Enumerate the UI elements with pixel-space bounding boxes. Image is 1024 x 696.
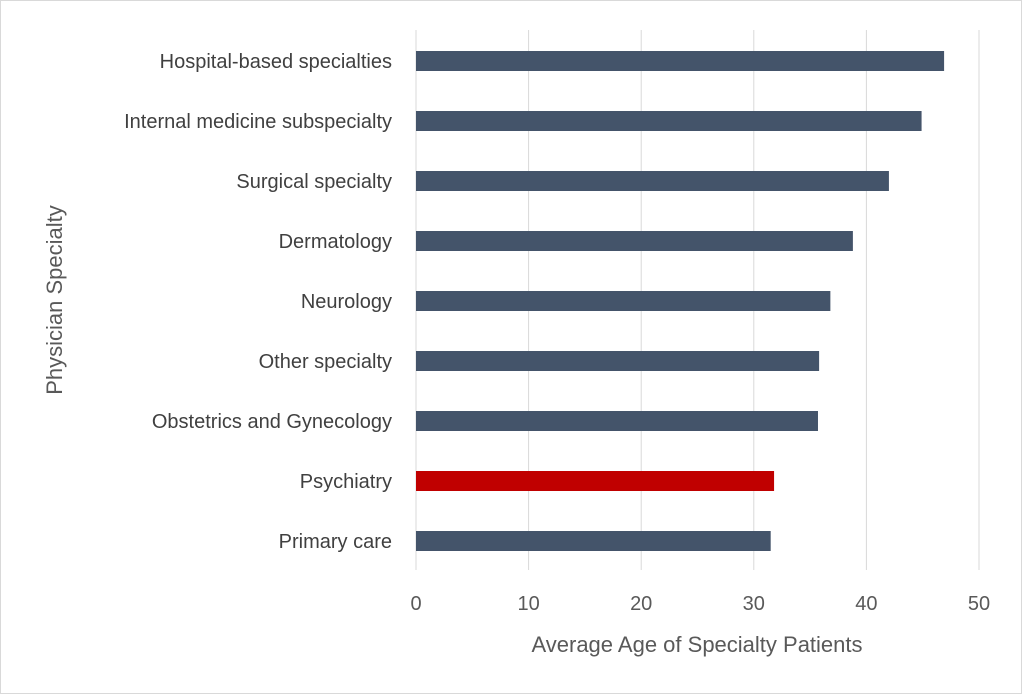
x-tick-label: 40 xyxy=(855,593,877,615)
x-axis-title: Average Age of Specialty Patients xyxy=(531,632,862,657)
bar xyxy=(416,51,945,71)
category-label: Psychiatry xyxy=(300,471,392,493)
x-tick-label: 50 xyxy=(968,593,990,615)
bar xyxy=(416,171,889,191)
category-labels: Hospital-based specialties Internal medic… xyxy=(124,51,392,553)
y-axis-title: Physician Specialty xyxy=(42,205,67,395)
bar xyxy=(416,231,853,251)
category-label: Neurology xyxy=(301,291,392,313)
bar xyxy=(416,471,775,491)
bar xyxy=(416,111,922,131)
bar xyxy=(416,351,820,371)
category-label: Obstetrics and Gynecology xyxy=(152,411,392,433)
category-label: Primary care xyxy=(279,531,392,553)
bar xyxy=(416,411,818,431)
bar xyxy=(416,531,771,551)
x-tick-label: 10 xyxy=(517,593,539,615)
bar-layer xyxy=(416,51,945,551)
x-tick-label: 0 xyxy=(410,593,421,615)
category-label: Internal medicine subspecialty xyxy=(124,111,392,133)
x-tick-label: 30 xyxy=(743,593,765,615)
category-label: Dermatology xyxy=(279,231,392,253)
category-label: Surgical specialty xyxy=(236,171,392,193)
x-tick-label: 20 xyxy=(630,593,652,615)
category-label: Other specialty xyxy=(259,351,392,373)
bar xyxy=(416,291,831,311)
x-tick-labels: 0 10 20 30 40 50 xyxy=(410,593,990,615)
category-label: Hospital-based specialties xyxy=(160,51,392,73)
